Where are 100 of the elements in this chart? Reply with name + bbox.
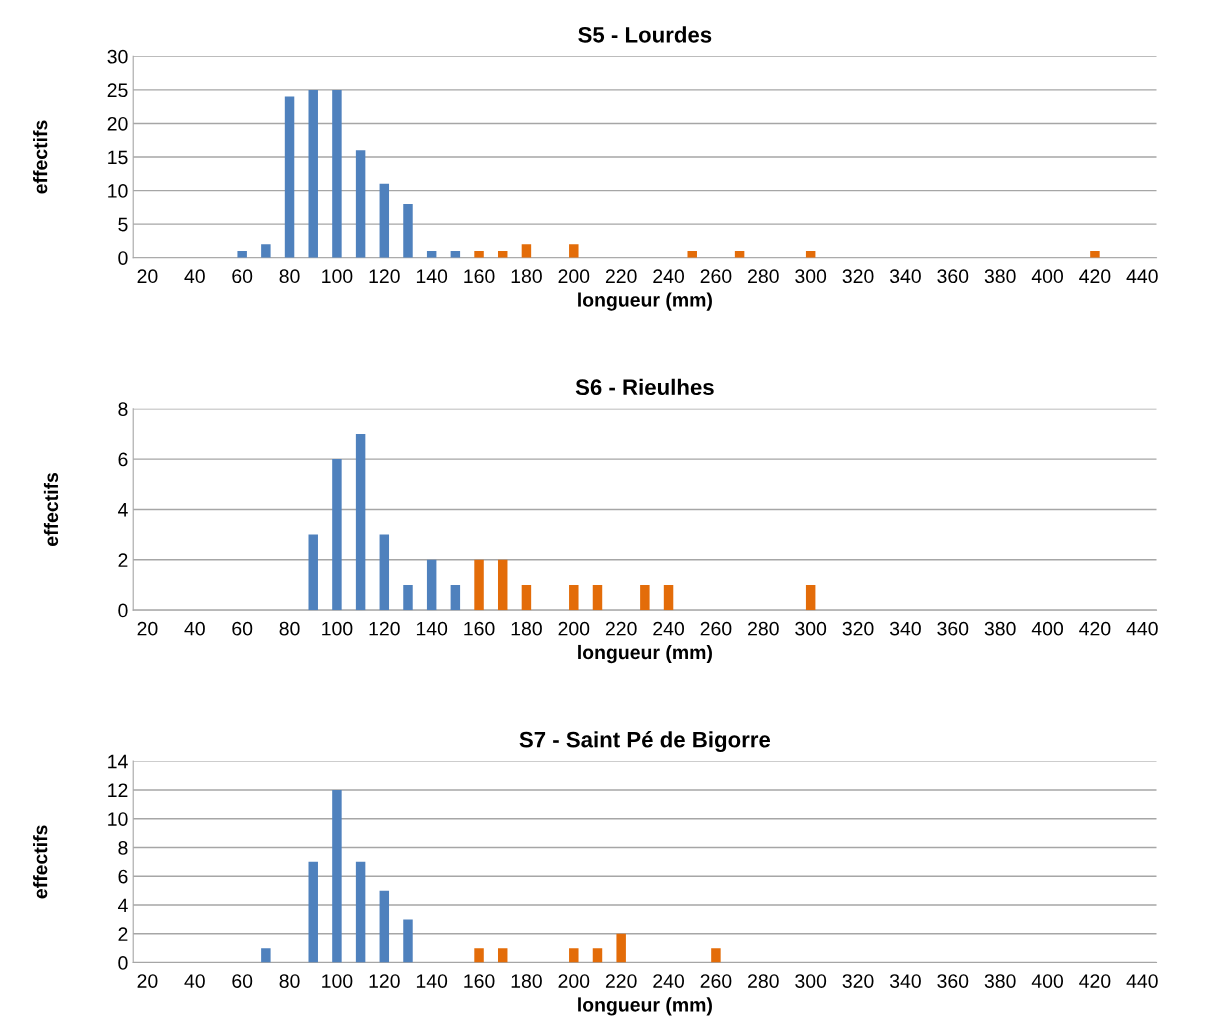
x-tick-label: 280 [748,974,779,988]
x-tick-label: 340 [889,974,921,988]
x-tick-label: 140 [416,269,448,284]
x-axis-title: longueur (mm) [578,997,712,1016]
x-tick-label: 80 [279,621,300,636]
x-tick-label: 100 [322,621,353,636]
y-tick-label: 10 [108,184,128,198]
x-tick-label: 340 [889,621,921,636]
x-tick-label: 260 [700,269,732,284]
x-tick-label: 380 [984,974,1016,988]
bar [663,584,674,611]
y-axis-title: effectifs [43,472,59,546]
x-tick-label: 380 [984,621,1016,636]
x-axis-title: longueur (mm) [578,644,712,664]
chart-title: S7 - Saint Pé de Bigorre [519,730,771,752]
x-tick-label: 360 [937,621,969,636]
x-tick-label: 240 [653,974,685,988]
x-tick-label: 180 [511,621,542,636]
y-tick-label: 0 [118,251,128,265]
x-tick-label: 120 [369,269,400,284]
y-tick-label: 8 [118,402,128,416]
x-tick-label: 100 [322,269,353,284]
x-tick-label: 360 [937,974,969,988]
bar [474,948,484,963]
bar [308,89,318,258]
x-tick-label: 400 [1031,269,1064,284]
y-tick-label: 15 [108,150,128,165]
x-tick-label: 300 [795,974,827,988]
x-tick-label: 240 [653,269,685,284]
x-tick-label: 20 [137,974,158,988]
x-tick-label: 260 [700,621,732,636]
bar [308,861,318,963]
bar [616,933,626,963]
bar [332,789,342,963]
x-tick-label: 220 [605,974,637,988]
bar [237,250,247,258]
bar [379,890,390,963]
bar [640,584,650,611]
y-tick-label: 2 [118,553,128,567]
bar [426,559,437,611]
y-tick-label: 25 [107,83,128,98]
bar [261,244,271,258]
x-tick-label: 80 [279,974,300,988]
bar [450,584,461,611]
bar [592,948,603,963]
bar [284,96,295,258]
y-tick-label: 12 [108,783,128,797]
y-axis-title: effectifs [33,825,48,899]
x-tick-label: 160 [464,621,495,636]
y-tick-label: 0 [118,603,128,618]
x-tick-label: 200 [558,621,590,636]
x-tick-label: 140 [416,974,448,988]
bar [592,584,603,611]
x-tick-label: 80 [279,269,300,284]
x-tick-label: 320 [842,269,874,284]
bar [355,433,366,611]
x-tick-label: 60 [232,974,253,988]
x-tick-label: 260 [700,974,732,988]
x-tick-label: 380 [984,269,1016,284]
x-tick-label: 420 [1079,269,1111,284]
y-tick-label: 20 [107,116,128,131]
bar [805,584,816,611]
bar [711,948,721,963]
x-tick-label: 200 [558,269,590,284]
chart-title: S5 - Lourdes [578,26,712,43]
x-tick-label: 140 [416,621,448,636]
x-tick-label: 360 [937,269,969,284]
x-tick-label: 240 [653,621,685,636]
bar [1090,250,1100,258]
bar [308,534,318,611]
y-tick-label: 2 [118,927,128,941]
chart-title: S6 - Rieulhes [575,378,714,396]
y-tick-label: 6 [118,869,128,884]
y-tick-label: 10 [108,812,128,826]
x-tick-label: 160 [464,974,495,988]
x-tick-label: 220 [605,621,637,636]
x-tick-label: 60 [232,269,253,284]
x-tick-label: 220 [605,269,637,284]
x-tick-label: 300 [795,621,827,636]
x-axis-title: longueur (mm) [578,292,712,311]
bar [379,183,390,258]
bar [687,250,697,258]
y-tick-label: 8 [118,840,128,855]
x-tick-label: 320 [842,621,874,636]
bar [403,919,413,963]
bar [332,89,342,258]
bar [332,459,342,611]
x-tick-label: 20 [137,269,158,284]
x-tick-label: 420 [1079,974,1111,988]
bar [474,559,484,611]
y-axis-title: effectifs [33,120,48,194]
x-tick-label: 400 [1031,974,1064,988]
bar [569,948,579,963]
x-tick-label: 180 [511,974,542,988]
bar [521,584,532,611]
bar [355,150,366,258]
x-tick-label: 40 [184,269,205,284]
x-tick-label: 400 [1031,621,1064,636]
y-tick-label: 5 [118,217,128,232]
bar [569,244,579,258]
